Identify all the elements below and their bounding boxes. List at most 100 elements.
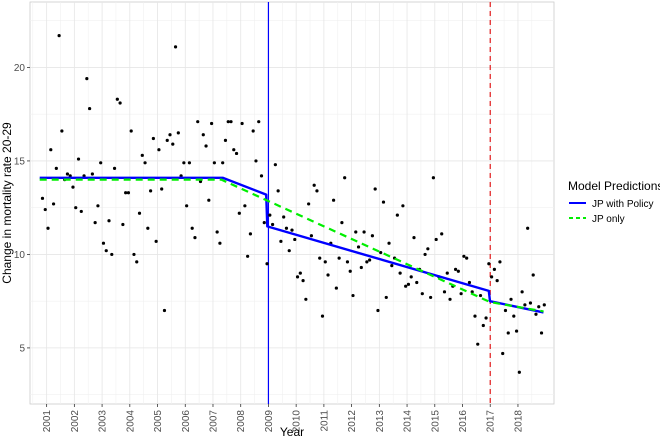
legend-label-jp-with-policy: JP with Policy	[592, 199, 654, 210]
data-point	[74, 206, 78, 210]
data-point	[265, 262, 269, 266]
data-point	[459, 292, 463, 296]
data-point	[384, 295, 388, 300]
data-point	[182, 161, 186, 165]
observed-points	[40, 34, 546, 374]
data-point	[323, 260, 327, 264]
x-tick-label: 2016	[458, 410, 469, 433]
data-point	[149, 189, 153, 193]
data-point	[309, 234, 314, 238]
data-point	[298, 271, 302, 275]
data-point	[146, 226, 150, 230]
data-point	[420, 292, 424, 296]
data-point	[104, 249, 108, 253]
data-point	[209, 121, 214, 126]
data-point	[90, 172, 94, 176]
y-tick-label: 20	[14, 63, 26, 74]
data-point	[395, 213, 399, 217]
data-point	[204, 144, 208, 148]
data-point	[401, 204, 405, 208]
data-point	[110, 252, 114, 257]
data-point	[456, 269, 460, 273]
data-point	[229, 120, 233, 124]
data-point	[315, 189, 319, 193]
data-point	[43, 207, 47, 212]
data-point	[526, 226, 530, 230]
x-tick-label: 2002	[70, 410, 81, 433]
data-point	[487, 262, 491, 266]
data-point	[539, 331, 544, 335]
data-point	[343, 176, 347, 180]
data-point	[478, 293, 483, 298]
data-point	[517, 370, 521, 374]
data-point	[254, 159, 258, 163]
data-point	[215, 230, 219, 234]
series-line-jp-with-policy	[39, 176, 544, 314]
data-point	[340, 221, 344, 225]
data-point	[373, 187, 377, 191]
data-point	[160, 187, 164, 191]
data-point	[107, 219, 111, 223]
reference-lines	[267, 2, 491, 404]
y-axis-ticks: 5 10 15 20	[14, 63, 30, 354]
x-axis-title: Year	[280, 425, 304, 439]
data-point	[431, 176, 435, 180]
data-point	[279, 239, 283, 243]
data-point	[473, 314, 477, 318]
x-tick-label: 2012	[347, 410, 358, 433]
data-point	[531, 273, 535, 277]
legend-title: Model Predictions	[568, 179, 660, 193]
data-point	[101, 241, 106, 245]
data-point	[490, 275, 494, 279]
data-point	[307, 202, 311, 206]
data-point	[481, 323, 485, 328]
data-point	[404, 284, 408, 288]
data-point	[196, 120, 200, 124]
data-point	[348, 269, 352, 273]
data-point	[445, 271, 449, 275]
data-point	[115, 97, 119, 101]
data-point	[65, 172, 70, 176]
data-point	[295, 275, 300, 279]
model-lines	[39, 176, 544, 314]
data-point	[331, 198, 336, 202]
data-point	[259, 174, 264, 178]
data-point	[442, 290, 447, 294]
data-point	[448, 297, 452, 301]
data-point	[537, 305, 541, 309]
data-point	[492, 267, 496, 271]
data-point	[520, 290, 524, 294]
data-point	[232, 148, 236, 152]
data-point	[165, 138, 169, 142]
data-point	[356, 245, 361, 249]
data-point	[162, 308, 167, 313]
x-tick-label: 2009	[264, 410, 275, 433]
data-point	[440, 232, 444, 236]
data-point	[248, 232, 253, 236]
data-point	[71, 185, 75, 189]
data-point	[251, 129, 255, 133]
data-point	[426, 247, 430, 251]
y-tick-label: 15	[14, 156, 26, 167]
data-point	[406, 282, 411, 286]
data-point	[223, 138, 228, 142]
data-point	[176, 131, 180, 135]
x-tick-label: 2015	[430, 410, 441, 433]
data-point	[262, 221, 266, 225]
data-point	[287, 249, 291, 253]
data-point	[429, 295, 433, 300]
data-point	[118, 101, 122, 105]
data-point	[506, 331, 510, 335]
legend: Model Predictions JP with Policy JP only	[568, 179, 660, 225]
data-point	[462, 254, 466, 258]
data-point	[46, 226, 50, 230]
data-point	[498, 260, 502, 264]
data-point	[304, 297, 308, 301]
data-point	[154, 239, 158, 243]
data-point	[415, 280, 419, 285]
data-point	[57, 34, 61, 38]
data-point	[337, 256, 341, 260]
data-point	[151, 136, 155, 141]
y-tick-label: 10	[14, 250, 26, 261]
data-point	[60, 129, 64, 133]
